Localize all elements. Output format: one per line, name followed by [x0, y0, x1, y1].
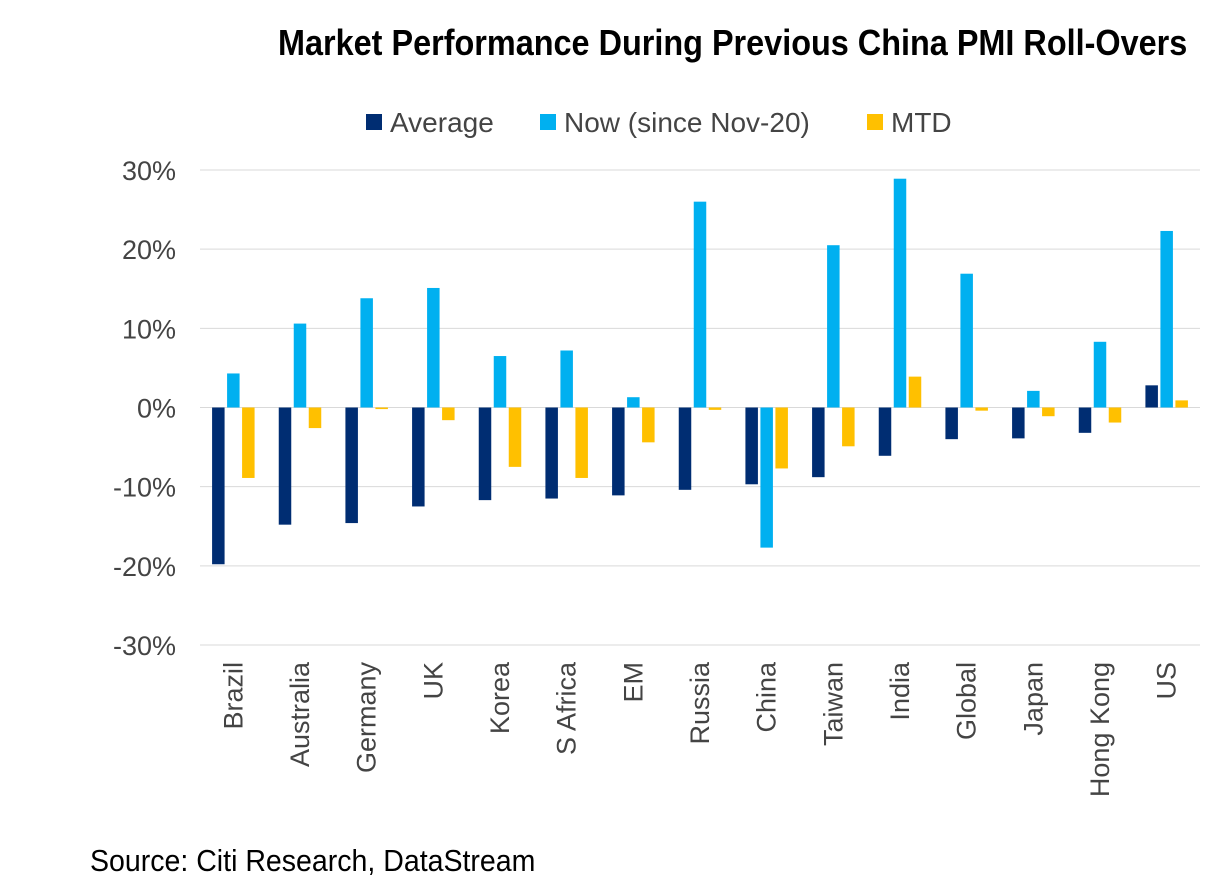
bar-mtd-uk — [442, 407, 455, 421]
bar-mtd-korea — [508, 407, 522, 467]
bar-mtd-s-africa — [575, 407, 588, 478]
legend-label-now-since-nov-20: Now (since Nov-20) — [564, 107, 810, 138]
bar-now-since-nov-20-hong-kong — [1093, 341, 1107, 408]
category-label-australia: Australia — [285, 661, 315, 767]
bar-average-russia — [678, 407, 692, 490]
bar-mtd-india — [908, 376, 922, 408]
y-tick-label: 0% — [137, 394, 176, 424]
bars — [212, 178, 1188, 565]
category-label-germany: Germany — [352, 662, 382, 774]
legend-label-average: Average — [390, 107, 494, 138]
bar-average-hong-kong — [1078, 407, 1092, 433]
bar-now-since-nov-20-australia — [293, 323, 307, 408]
legend-swatch-now-since-nov-20 — [540, 114, 556, 130]
bar-now-since-nov-20-russia — [693, 201, 707, 408]
bar-average-korea — [478, 407, 492, 501]
category-label-uk: UK — [418, 662, 448, 700]
legend-swatch-mtd — [867, 114, 883, 130]
bar-now-since-nov-20-india — [893, 178, 907, 408]
category-label-china: China — [752, 661, 782, 733]
bar-now-since-nov-20-japan — [1027, 390, 1040, 408]
y-tick-label: 30% — [122, 156, 176, 186]
category-label-india: India — [885, 661, 915, 721]
bar-now-since-nov-20-global — [960, 273, 973, 408]
category-label-global: Global — [952, 662, 982, 740]
bar-now-since-nov-20-us — [1160, 230, 1173, 408]
bar-now-since-nov-20-korea — [493, 356, 507, 408]
category-label-korea: Korea — [485, 661, 515, 734]
bar-now-since-nov-20-germany — [360, 298, 373, 408]
bar-average-uk — [412, 407, 425, 507]
bar-mtd-china — [775, 407, 788, 469]
bar-mtd-germany — [375, 407, 388, 410]
bar-now-since-nov-20-uk — [427, 287, 440, 408]
bar-now-since-nov-20-china — [760, 407, 773, 548]
bar-now-since-nov-20-em — [627, 397, 640, 408]
bar-average-japan — [1012, 407, 1025, 439]
bar-average-brazil — [212, 407, 225, 565]
bar-mtd-australia — [308, 407, 322, 429]
bar-mtd-global — [975, 407, 988, 411]
legend-label-mtd: MTD — [891, 107, 952, 138]
category-label-em: EM — [618, 662, 648, 703]
bar-average-us — [1145, 385, 1158, 408]
category-label-hong-kong: Hong Kong — [1085, 662, 1115, 797]
bar-average-em — [612, 407, 625, 496]
category-label-s-africa: S Africa — [552, 661, 582, 755]
legend-swatch-average — [366, 114, 382, 130]
category-label-taiwan: Taiwan — [818, 662, 848, 746]
source-note: Source: Citi Research, DataStream — [90, 843, 536, 878]
category-label-us: US — [1152, 662, 1182, 700]
legend: Average Now (since Nov-20) MTD — [366, 107, 952, 138]
y-tick-label: 10% — [122, 314, 176, 344]
bar-now-since-nov-20-taiwan — [827, 245, 840, 408]
category-label-japan: Japan — [1018, 662, 1048, 736]
bar-now-since-nov-20-brazil — [227, 373, 240, 408]
bar-average-india — [878, 407, 892, 456]
bar-mtd-brazil — [242, 407, 255, 478]
bar-mtd-russia — [708, 407, 722, 410]
y-tick-label: 20% — [122, 235, 176, 265]
y-axis-tick-labels: -30% -20% -10% 0% 10% 20% 30% — [113, 156, 176, 661]
y-tick-label: -30% — [113, 631, 176, 661]
bar-average-global — [945, 407, 958, 440]
chart-title: Market Performance During Previous China… — [277, 22, 1187, 63]
y-tick-label: -20% — [113, 552, 176, 582]
bar-mtd-hong-kong — [1108, 407, 1122, 423]
bar-average-taiwan — [812, 407, 825, 478]
bar-average-china — [745, 407, 758, 485]
bar-average-australia — [278, 407, 292, 525]
x-axis-category-labels: Brazil Australia Germany UK Korea S Africa EM R… — [218, 661, 1181, 797]
bar-average-s-africa — [545, 407, 558, 499]
category-label-brazil: Brazil — [218, 662, 248, 730]
bar-mtd-em — [642, 407, 655, 443]
bar-mtd-japan — [1042, 407, 1055, 417]
category-label-russia: Russia — [685, 661, 715, 745]
y-tick-label: -10% — [113, 473, 176, 503]
bar-mtd-us — [1175, 400, 1188, 408]
bar-now-since-nov-20-s-africa — [560, 350, 573, 408]
bar-mtd-taiwan — [842, 407, 855, 447]
bar-average-germany — [345, 407, 358, 524]
